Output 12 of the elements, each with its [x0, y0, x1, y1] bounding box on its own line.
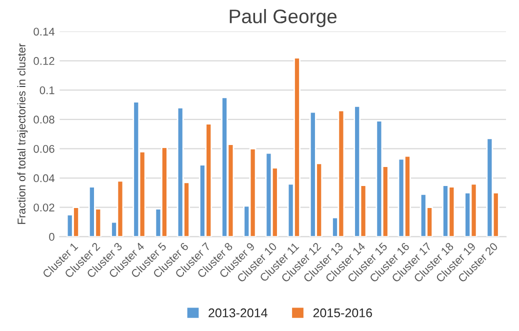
chart-title: Paul George [230, 9, 337, 28]
y-tick-label: 0.14 [34, 28, 54, 36]
y-axis-title: Fraction of total trajectories in cluster [17, 43, 28, 224]
y-tick-label: 0.1 [40, 86, 54, 94]
y-tick-label: 0.12 [34, 57, 54, 65]
y-tick-label: 0.08 [34, 116, 54, 124]
y-tick-label: 0.04 [34, 174, 54, 182]
legend-label: 2013-2014 [208, 308, 268, 318]
legend-label: 2015-2016 [313, 308, 372, 318]
y-tick-label: 0 [49, 232, 54, 241]
y-tick-label: 0.06 [34, 144, 54, 153]
y-tick-label: 0.02 [34, 204, 54, 212]
